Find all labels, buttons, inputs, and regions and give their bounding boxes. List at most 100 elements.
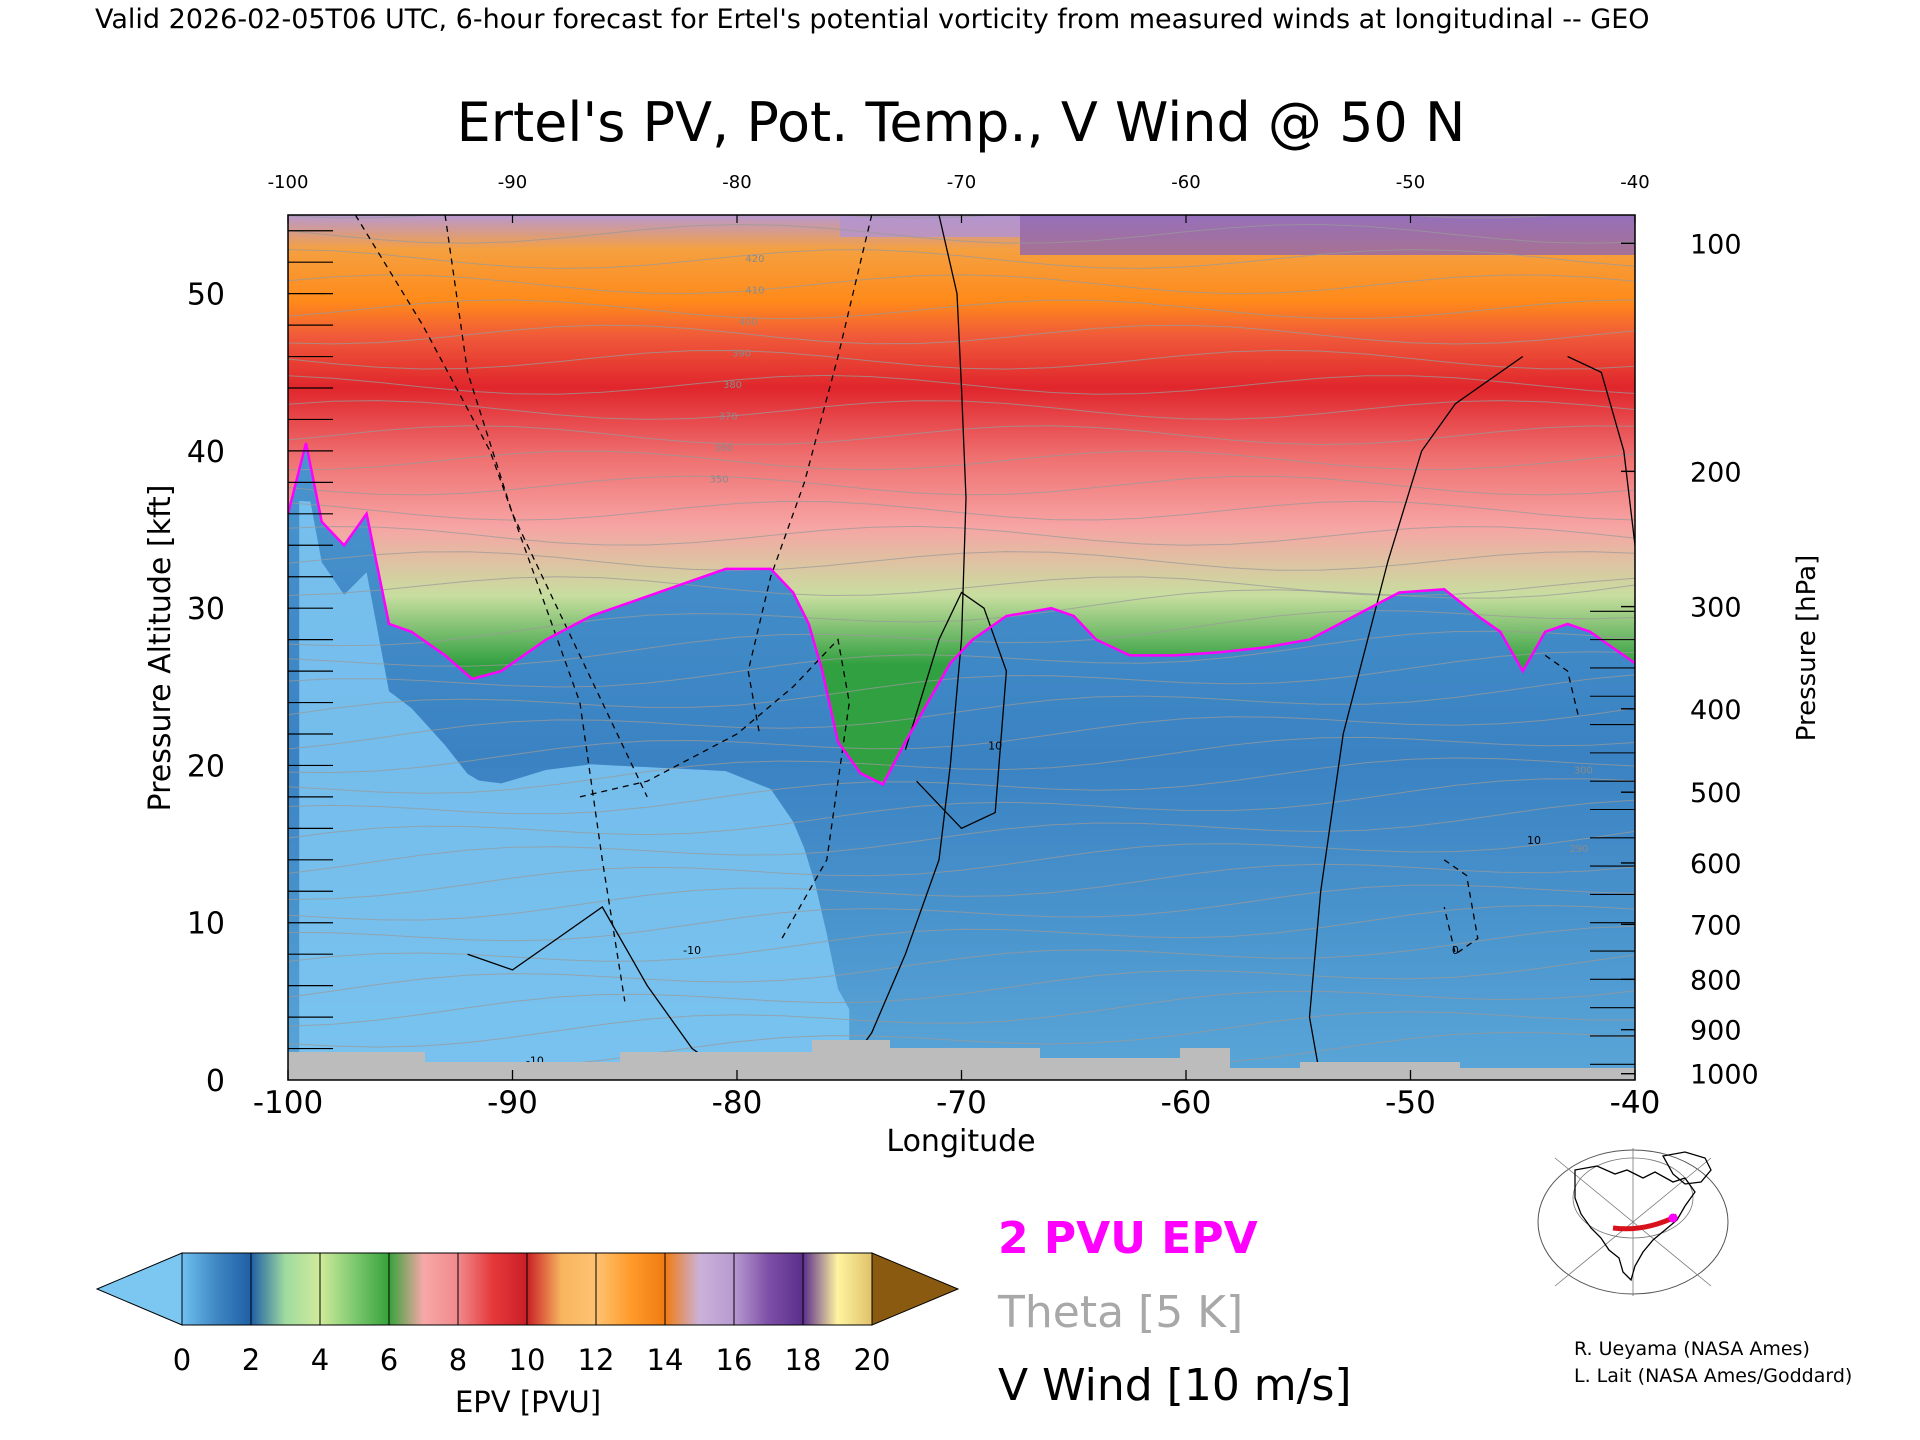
wind-contour-label: -10 [683,944,701,957]
locator-map [1535,1148,1731,1296]
x-tick-label: -100 [253,1085,323,1121]
colorbar-segment [733,1252,804,1326]
purple-top-band [1020,215,1635,255]
colorbar-tick-labels: 0 2 4 6 8 10 12 14 16 18 20 [173,1343,891,1377]
colorbar-tick-label: 2 [242,1343,260,1377]
colorbar-segment [319,1252,390,1326]
wind-contour [904,591,1008,830]
pressure-tick-label: 800 [1690,965,1742,996]
x-tick-labels: -100 -90 -80 -70 -60 -50 -40 [253,1085,1661,1121]
locator-marker [1668,1213,1678,1223]
colorbar-tick-label: 6 [380,1343,398,1377]
theta-contour [288,757,1635,815]
wind-contour-label: 10 [1527,834,1541,847]
colorbar-tick-label: 14 [647,1343,684,1377]
y-tick-label: 30 [187,592,225,627]
pressure-tick-labels: 100 200 300 400 500 600 700 800 900 1000 [1690,229,1759,1090]
wind-contour [467,906,738,1080]
theta-contour [288,576,1635,597]
theta-contour [288,863,1635,921]
x-tick-label: -90 [487,1085,538,1121]
colorbar-over-arrow [871,1252,960,1326]
top-tick-label: -90 [498,172,527,193]
theta-contour [288,223,1635,244]
top-tick-label: -100 [268,172,309,193]
y-tick-label: 0 [206,1064,225,1099]
pressure-tick-label: 600 [1690,849,1742,880]
theta-contour [288,736,1635,794]
theta-contour [288,425,1635,446]
pressure-tick-label: 1000 [1690,1060,1759,1091]
y-axis-label: Pressure Altitude [kft] [143,485,178,812]
chart-title: Ertel's PV, Pot. Temp., V Wind @ 50 N [457,91,1466,154]
theta-label: 350 [709,474,728,485]
theta-contour [288,500,1635,521]
y-tick-label: 10 [187,907,225,942]
top-tick-label: -40 [1620,172,1649,193]
wind-contour [1544,654,1580,719]
x-tick-label: -40 [1610,1085,1661,1121]
colorbar-tick-label: 12 [578,1343,615,1377]
colorbar-segment [388,1252,459,1326]
theta-label: 300 [1574,765,1593,776]
theta-label: 410 [745,286,764,297]
y-tick-label: 20 [187,749,225,784]
colorbar-tick-label: 10 [509,1343,546,1377]
top-tick-labels: -100 -90 -80 -70 -60 -50 -40 [268,172,1650,193]
theta-contour [288,630,1635,688]
wind-contour [444,215,648,798]
terrain-mask [288,1040,1635,1080]
credit-line-1: R. Ueyama (NASA Ames) [1574,1338,1810,1360]
theta-contour [288,651,1635,716]
theta-label: 390 [732,349,751,360]
page-header: Valid 2026-02-05T06 UTC, 6-hour forecast… [95,4,1650,35]
frame-ticks [287,215,1636,1080]
colorbar-label: EPV [PVU] [455,1385,601,1419]
purple-top-band-west [840,215,1020,237]
wind-contour [747,215,873,735]
two-pvu-contour [288,442,1635,786]
pressure-tick-label: 400 [1690,695,1742,726]
pressure-tick-label: 200 [1690,457,1742,488]
top-tick-label: -50 [1396,172,1425,193]
colorbar-segment [181,1252,252,1326]
theta-contour [288,324,1635,345]
pressure-tick-marks [1590,610,1635,1065]
y-tick-marks [288,230,333,1050]
colorbar-segment [250,1252,321,1326]
colorbar-tick-label: 20 [854,1343,891,1377]
theta-contour [288,274,1635,295]
x-axis-label: Longitude [886,1124,1035,1159]
wind-contour [579,638,850,939]
top-tick-label: -80 [722,172,751,193]
top-tick-label: -70 [947,172,976,193]
theta-contour [288,450,1635,471]
colorbar-tick-label: 8 [449,1343,467,1377]
x-tick-label: -70 [936,1085,987,1121]
theta-label: 420 [745,254,764,265]
north-america-outline [1574,1165,1696,1282]
colorbar-under-arrow [95,1252,183,1326]
pressure-tick-label: 100 [1690,229,1742,260]
wind-contour [1308,355,1524,1080]
colorbar-tick-label: 4 [311,1343,329,1377]
theta-contour [288,249,1635,269]
theta-contour [288,707,1635,774]
pressure-tick-label: 300 [1690,593,1742,624]
theta-contour [288,954,1635,1027]
theta-contour [288,799,1635,874]
wind-contour [1443,859,1479,956]
greenland-outline [1661,1151,1712,1185]
legend-wind: V Wind [10 m/s] [998,1360,1352,1411]
theta-label: 380 [723,380,742,391]
surface-cold-pool [299,501,850,1080]
colorbar-segment [457,1252,528,1326]
locator-map-meridian [1554,1157,1712,1287]
colorbar-segment [595,1252,666,1326]
theta-contour [288,674,1635,750]
pressure-tick-label: 900 [1690,1016,1742,1047]
theta-contour [288,525,1635,546]
theta-contour [288,349,1635,370]
